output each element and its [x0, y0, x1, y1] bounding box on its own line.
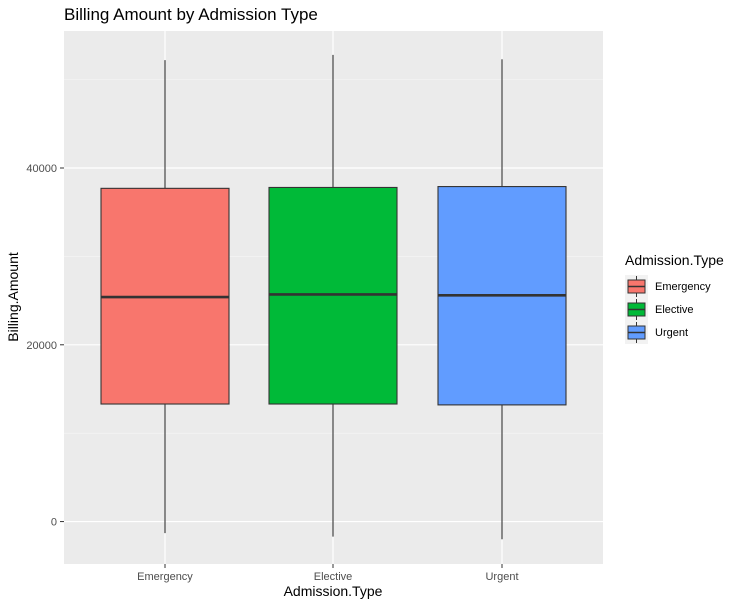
legend-item-emergency: Emergency — [625, 275, 711, 298]
chart-title: Billing Amount by Admission Type — [64, 5, 318, 24]
x-tick-label: Urgent — [485, 571, 518, 583]
y-tick-label: 0 — [51, 517, 57, 529]
box-urgent — [437, 59, 567, 540]
x-tick-label: Elective — [314, 571, 353, 583]
legend: Admission.Type Emergency Elective Urgent — [625, 252, 724, 344]
legend-items: Emergency Elective Urgent — [625, 275, 711, 344]
legend-item-urgent: Urgent — [625, 321, 688, 344]
iqr-box — [268, 186, 398, 405]
y-tick-label: 40000 — [26, 163, 57, 175]
y-axis: 0 20000 40000 — [26, 163, 64, 529]
x-axis: Emergency Elective Urgent — [137, 564, 519, 583]
legend-label: Emergency — [655, 281, 711, 293]
legend-label: Urgent — [655, 327, 688, 339]
legend-title: Admission.Type — [625, 252, 724, 268]
legend-label: Elective — [655, 304, 694, 316]
legend-item-elective: Elective — [625, 298, 694, 321]
box-series — [100, 54, 567, 540]
x-axis-title: Admission.Type — [284, 583, 383, 599]
x-tick-label: Emergency — [137, 571, 193, 583]
box-elective — [268, 54, 398, 537]
y-axis-title: Billing.Amount — [5, 252, 21, 342]
y-tick-label: 20000 — [26, 340, 57, 352]
box-emergency — [100, 60, 230, 534]
